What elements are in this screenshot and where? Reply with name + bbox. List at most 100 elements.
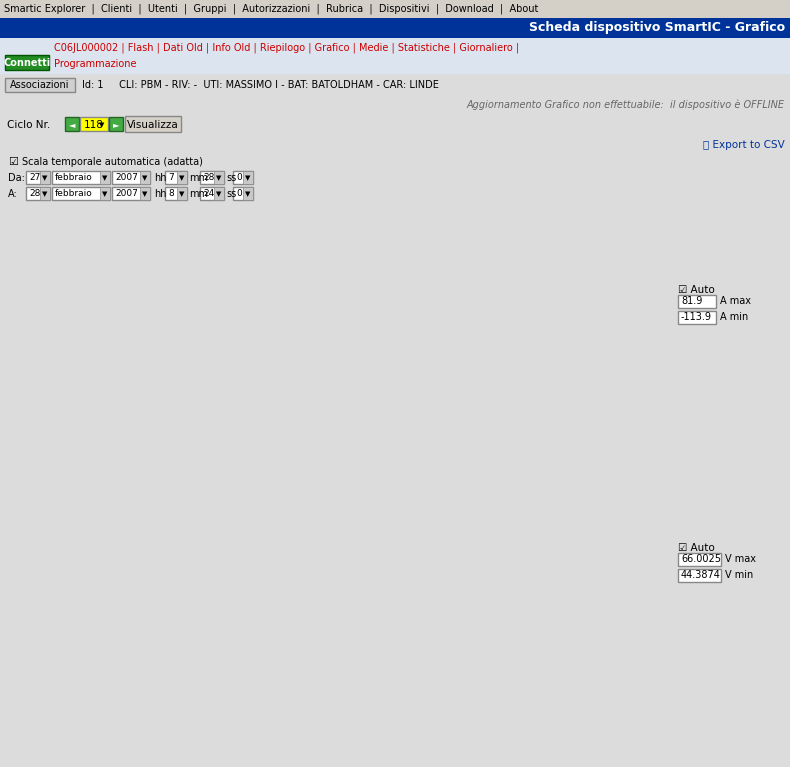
Bar (112, 187, 150, 200)
Text: ss: ss (226, 189, 236, 199)
Bar (125, 116, 181, 132)
Text: mm: mm (189, 173, 208, 183)
Bar (678, 295, 716, 308)
Text: Scheda dispositivo SmartIC - Grafico: Scheda dispositivo SmartIC - Grafico (529, 21, 785, 35)
Y-axis label: Corrente (A): Corrente (A) (13, 362, 27, 434)
Bar (100, 171, 110, 184)
Text: Programmazione: Programmazione (54, 59, 137, 69)
Bar (0, 214, 790, 767)
Text: mm: mm (189, 189, 208, 199)
Text: ▼: ▼ (246, 175, 250, 181)
Bar (5, 78, 75, 92)
Text: Smartic Explorer  |  Clienti  |  Utenti  |  Gruppi  |  Autorizzazioni  |  Rubric: Smartic Explorer | Clienti | Utenti | Gr… (4, 4, 538, 15)
Text: 28: 28 (29, 189, 40, 199)
Text: Associazioni: Associazioni (10, 80, 70, 90)
Text: ▼: ▼ (43, 191, 47, 197)
Text: 0: 0 (236, 189, 242, 199)
Bar (26, 187, 50, 200)
Title: Grafico della Tensione (V) – Ciclo Nr. 118: Grafico della Tensione (V) – Ciclo Nr. 1… (194, 523, 539, 538)
Text: A max: A max (720, 296, 751, 306)
Text: C06JL000002 | Flash | Dati Old | Info Old | Riepilogo | Grafico | Medie | Statis: C06JL000002 | Flash | Dati Old | Info Ol… (54, 43, 519, 53)
Text: 48: 48 (653, 718, 666, 728)
Text: ▼: ▼ (216, 175, 222, 181)
Text: ◄: ◄ (69, 120, 75, 130)
Text: ▼: ▼ (100, 122, 105, 128)
Bar (65, 117, 79, 131)
Bar (214, 187, 224, 200)
Text: ▼: ▼ (216, 191, 222, 197)
Bar (80, 117, 108, 131)
Bar (0, 114, 790, 136)
Bar (112, 171, 150, 184)
Bar (200, 187, 224, 200)
Text: 66.0025: 66.0025 (681, 554, 721, 564)
Text: 7: 7 (168, 173, 174, 183)
Text: hh: hh (154, 189, 167, 199)
Text: ▼: ▼ (179, 175, 185, 181)
Text: ▼: ▼ (246, 191, 250, 197)
Text: ▼: ▼ (103, 175, 107, 181)
Bar (0, 38, 790, 74)
Text: Scala temporale automatica (adatta): Scala temporale automatica (adatta) (22, 157, 203, 167)
Bar (0, 96, 790, 114)
Text: ▼: ▼ (43, 175, 47, 181)
Bar (0, 74, 790, 96)
Text: ▼: ▼ (179, 191, 185, 197)
Bar (678, 311, 716, 324)
Bar (5, 55, 49, 70)
Bar (678, 569, 721, 582)
Bar (0, 18, 790, 38)
Bar (0, 136, 790, 154)
Text: hh: hh (154, 173, 167, 183)
Bar (200, 171, 224, 184)
Text: ☑: ☑ (8, 157, 18, 167)
Text: 28: 28 (203, 173, 214, 183)
Text: 44.3874: 44.3874 (681, 570, 720, 580)
Text: -113.9: -113.9 (681, 312, 712, 322)
Bar (52, 171, 110, 184)
Text: 24: 24 (203, 189, 214, 199)
Text: 65.02: 65.02 (637, 552, 666, 562)
Bar (165, 171, 187, 184)
Bar (52, 187, 110, 200)
Bar (214, 171, 224, 184)
Y-axis label: Tensione (V): Tensione (V) (14, 614, 27, 686)
Title: Grafico della Corrente (A) – Ciclo Nr. 118: Grafico della Corrente (A) – Ciclo Nr. 1… (194, 265, 539, 280)
Bar (233, 171, 253, 184)
Bar (40, 171, 50, 184)
X-axis label: Tempo: Tempo (345, 537, 386, 550)
Bar (26, 171, 50, 184)
Text: 8: 8 (168, 189, 174, 199)
Bar (0, 154, 790, 170)
Text: Ciclo Nr.: Ciclo Nr. (7, 120, 51, 130)
Text: 118: 118 (84, 120, 104, 130)
Text: Aggiornamento Grafico non effettuabile:  il dispositivo è OFFLINE: Aggiornamento Grafico non effettuabile: … (467, 100, 785, 110)
Bar (0, 0, 790, 18)
Text: ▼: ▼ (142, 191, 148, 197)
Bar (109, 117, 123, 131)
Text: ☑ Auto: ☑ Auto (678, 543, 715, 553)
Text: febbraio: febbraio (55, 189, 92, 199)
Text: ss: ss (226, 173, 236, 183)
Text: 2007: 2007 (115, 173, 138, 183)
Text: A min: A min (720, 312, 748, 322)
Text: A:: A: (8, 189, 17, 199)
Text: Da:: Da: (8, 173, 24, 183)
Text: ▼: ▼ (103, 191, 107, 197)
Text: 2007: 2007 (115, 189, 138, 199)
Text: V max: V max (725, 554, 756, 564)
Text: ☑ Auto: ☑ Auto (678, 285, 715, 295)
Bar (678, 553, 721, 566)
Bar (177, 171, 187, 184)
Text: 27: 27 (29, 173, 40, 183)
Text: Visualizza: Visualizza (127, 120, 179, 130)
Text: 81.9: 81.9 (681, 296, 702, 306)
Bar (140, 171, 150, 184)
Bar (0, 170, 790, 186)
Bar (233, 187, 253, 200)
Text: ►: ► (113, 120, 119, 130)
Bar (140, 187, 150, 200)
Bar (177, 187, 187, 200)
Bar (165, 187, 187, 200)
Text: febbraio: febbraio (55, 173, 92, 183)
